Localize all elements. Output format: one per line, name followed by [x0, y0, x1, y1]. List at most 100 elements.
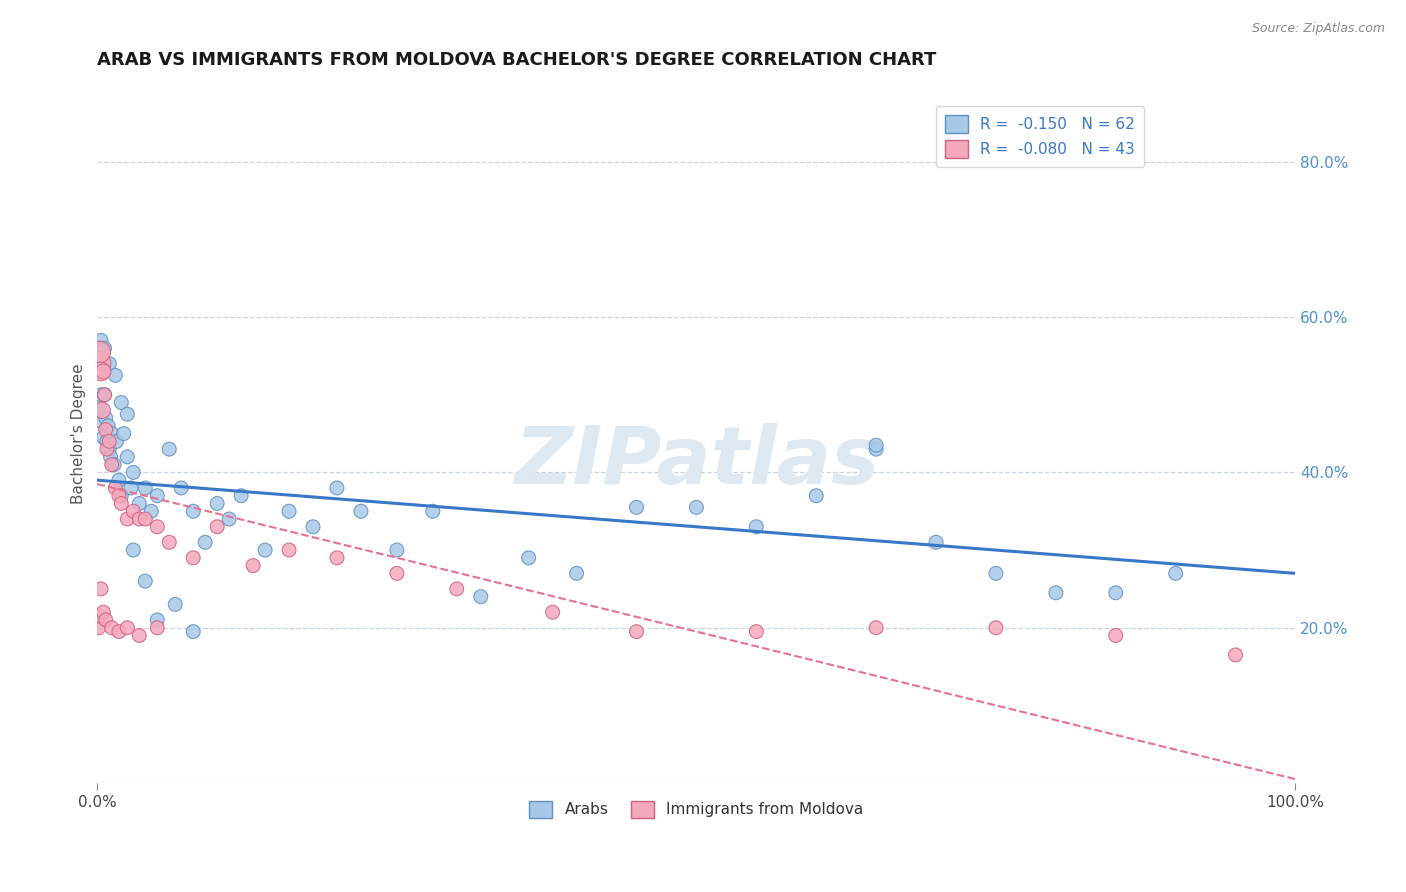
Point	[128, 628, 150, 642]
Point	[302, 520, 325, 534]
Point	[254, 543, 277, 558]
Point	[181, 504, 204, 518]
Point	[97, 418, 120, 433]
Point	[94, 613, 117, 627]
Point	[90, 364, 112, 378]
Point	[984, 566, 1007, 581]
Point	[470, 590, 492, 604]
Point	[90, 582, 112, 596]
Point	[117, 512, 139, 526]
Point	[984, 621, 1007, 635]
Point	[128, 512, 150, 526]
Point	[326, 481, 349, 495]
Point	[108, 489, 131, 503]
Point	[745, 624, 768, 639]
Point	[181, 550, 204, 565]
Point	[108, 624, 131, 639]
Point	[87, 621, 110, 635]
Point	[93, 388, 115, 402]
Point	[100, 458, 122, 472]
Point	[865, 442, 887, 456]
Point	[117, 407, 139, 421]
Point	[128, 496, 150, 510]
Point	[229, 489, 252, 503]
Point	[104, 481, 127, 495]
Point	[626, 500, 648, 515]
Point	[103, 458, 125, 472]
Point	[104, 368, 127, 383]
Point	[925, 535, 948, 549]
Point	[100, 426, 122, 441]
Point	[218, 512, 240, 526]
Point	[1045, 586, 1067, 600]
Point	[91, 415, 114, 429]
Point	[134, 574, 156, 588]
Point	[1105, 628, 1128, 642]
Point	[517, 550, 540, 565]
Point	[96, 442, 118, 456]
Point	[112, 426, 135, 441]
Text: ZIPatlas: ZIPatlas	[515, 423, 879, 500]
Point	[146, 613, 169, 627]
Point	[350, 504, 373, 518]
Point	[122, 504, 145, 518]
Point	[205, 520, 228, 534]
Point	[157, 535, 180, 549]
Point	[93, 364, 115, 378]
Point	[181, 624, 204, 639]
Point	[87, 357, 110, 371]
Point	[110, 395, 132, 409]
Point	[93, 430, 115, 444]
Point	[146, 621, 169, 635]
Point	[110, 496, 132, 510]
Point	[194, 535, 217, 549]
Point	[565, 566, 588, 581]
Text: ARAB VS IMMIGRANTS FROM MOLDOVA BACHELOR'S DEGREE CORRELATION CHART: ARAB VS IMMIGRANTS FROM MOLDOVA BACHELOR…	[97, 51, 936, 69]
Point	[626, 624, 648, 639]
Point	[110, 489, 132, 503]
Point	[94, 411, 117, 425]
Point	[422, 504, 444, 518]
Point	[170, 481, 193, 495]
Point	[105, 434, 128, 449]
Point	[120, 481, 142, 495]
Point	[278, 543, 301, 558]
Point	[90, 334, 112, 348]
Point	[98, 357, 121, 371]
Point	[91, 403, 114, 417]
Legend: Arabs, Immigrants from Moldova: Arabs, Immigrants from Moldova	[523, 795, 870, 824]
Point	[1105, 586, 1128, 600]
Point	[100, 450, 122, 464]
Point	[134, 512, 156, 526]
Point	[385, 543, 408, 558]
Point	[1164, 566, 1187, 581]
Point	[90, 388, 112, 402]
Point	[89, 609, 111, 624]
Point	[89, 345, 111, 359]
Point	[89, 400, 111, 414]
Point	[685, 500, 707, 515]
Point	[117, 621, 139, 635]
Point	[865, 438, 887, 452]
Point	[205, 496, 228, 510]
Point	[108, 473, 131, 487]
Point	[94, 423, 117, 437]
Point	[100, 621, 122, 635]
Point	[93, 605, 115, 619]
Point	[93, 341, 115, 355]
Point	[745, 520, 768, 534]
Point	[122, 466, 145, 480]
Point	[165, 598, 187, 612]
Point	[117, 450, 139, 464]
Point	[541, 605, 564, 619]
Point	[93, 388, 115, 402]
Point	[806, 489, 828, 503]
Point	[326, 550, 349, 565]
Point	[1225, 648, 1247, 662]
Y-axis label: Bachelor's Degree: Bachelor's Degree	[72, 363, 86, 504]
Point	[96, 434, 118, 449]
Point	[385, 566, 408, 581]
Point	[278, 504, 301, 518]
Point	[242, 558, 264, 573]
Point	[146, 489, 169, 503]
